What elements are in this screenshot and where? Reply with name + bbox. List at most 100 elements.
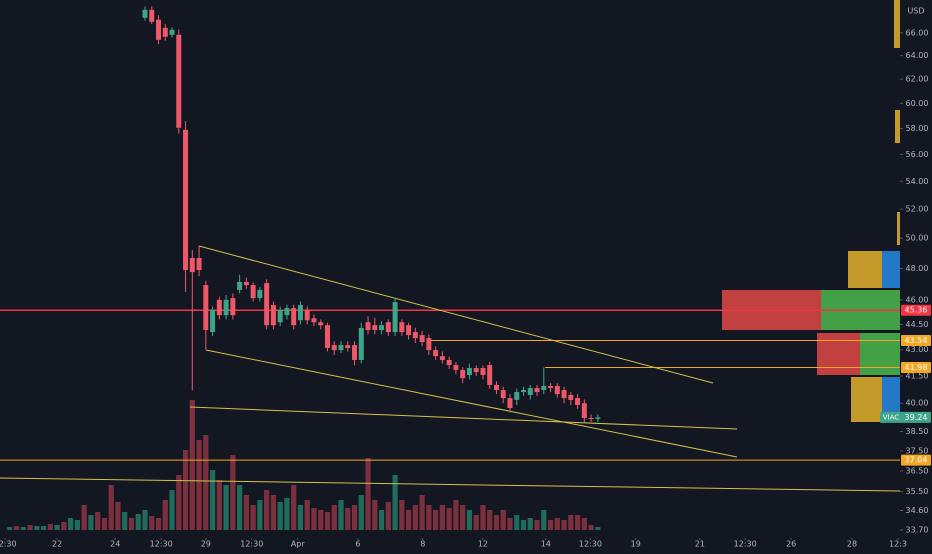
volume-bar — [433, 510, 439, 530]
volume-bar — [405, 510, 412, 530]
volume-bar — [142, 510, 148, 530]
candle-body — [291, 308, 297, 326]
volume-bar — [34, 526, 40, 530]
candle-body — [466, 368, 472, 375]
last-price-label: 39.24 — [905, 413, 928, 422]
candle-body — [183, 129, 189, 271]
candle-body — [433, 350, 439, 357]
x-tick-label: 21 — [695, 540, 705, 549]
candle-body — [473, 368, 479, 373]
x-tick-label: 12:30 — [734, 540, 757, 549]
candle-body — [169, 29, 175, 35]
volume-bar — [20, 527, 26, 530]
volume-bar — [311, 508, 317, 530]
candle-body — [311, 318, 317, 323]
candle-body — [162, 27, 168, 37]
volume-bar — [237, 485, 243, 530]
profile-bar — [897, 212, 900, 245]
candle-body — [446, 359, 452, 366]
y-tick-label: 56.00 — [906, 150, 929, 159]
candles — [142, 6, 601, 422]
trend-line — [0, 477, 901, 492]
volume-bar — [446, 508, 452, 530]
candle-body — [548, 386, 554, 389]
y-tick-label: 41.50 — [906, 372, 929, 381]
candle-body — [257, 289, 263, 299]
candle-body — [156, 19, 162, 40]
candle-body — [406, 325, 412, 336]
x-tick-label: 12:30 — [0, 540, 17, 549]
volume-bar — [27, 525, 33, 530]
volume-bar — [595, 527, 601, 530]
y-tick-label: 48.00 — [906, 264, 929, 273]
volume-bar — [514, 515, 520, 530]
candle-body — [345, 345, 351, 349]
candle-body — [493, 384, 499, 391]
candle-body — [372, 325, 378, 331]
volume-bar — [149, 516, 155, 530]
candle-body — [460, 369, 466, 379]
y-tick-label: 34.60 — [906, 506, 929, 515]
volume-bar — [345, 508, 351, 530]
volume-bar — [480, 505, 486, 530]
candle-body — [284, 308, 290, 316]
candle-body — [419, 335, 425, 343]
candle-body — [581, 403, 587, 418]
candle-body — [331, 345, 337, 351]
x-tick-label: 8 — [420, 540, 425, 549]
candle-body — [541, 386, 547, 391]
volume-bar — [88, 515, 94, 530]
candle-body — [392, 302, 398, 333]
profile-bar — [817, 333, 860, 375]
y-tick-label: 38.50 — [906, 427, 929, 436]
y-tick-label: 37.50 — [906, 446, 929, 455]
symbol-label: VIAC — [883, 413, 900, 421]
x-tick-label: 29 — [201, 540, 211, 549]
price-label: 37.04 — [905, 456, 928, 465]
volume-bar — [399, 500, 405, 530]
x-tick-label: 14 — [541, 540, 551, 549]
candle-body — [318, 322, 324, 326]
volume-bar — [61, 522, 67, 530]
volume-bar — [453, 500, 459, 530]
candle-body — [595, 417, 601, 419]
volume-bar — [473, 515, 479, 530]
x-tick-label: 12 — [478, 540, 488, 549]
volume-bar — [189, 400, 195, 530]
y-tick-label: 60.00 — [906, 99, 929, 108]
volume-bar — [155, 518, 162, 530]
y-tick-label: 40.00 — [906, 399, 929, 408]
candle-body — [230, 298, 236, 316]
volume-bar — [574, 515, 581, 530]
volume-bar — [318, 510, 324, 530]
candle-body — [216, 299, 222, 316]
volume-bar — [581, 518, 587, 530]
volume-bar — [209, 470, 216, 530]
volume-bar — [500, 510, 506, 530]
volume-bar — [378, 510, 385, 530]
volume-bar — [223, 485, 229, 530]
candle-body — [189, 257, 195, 273]
trend-line — [205, 349, 738, 458]
candle-body — [223, 299, 229, 316]
candle-body — [237, 281, 243, 290]
volume-bar — [507, 518, 513, 530]
volume-bar — [270, 495, 277, 530]
volume-bar — [547, 520, 554, 530]
candle-body — [500, 390, 506, 399]
profile-bar — [860, 333, 900, 375]
volume-bar — [365, 458, 371, 530]
volume-bar — [54, 525, 60, 530]
volume-bar — [101, 518, 108, 530]
volume-bar — [541, 510, 547, 530]
y-tick-label: 44.50 — [906, 320, 929, 329]
volume-bar — [81, 505, 87, 530]
volume-bar — [324, 512, 331, 530]
volume-bar — [561, 520, 567, 530]
volume-bar — [426, 505, 432, 530]
price-label: 43.54 — [905, 336, 928, 345]
volume-bar — [331, 505, 337, 530]
candle-body — [514, 392, 520, 400]
candle-body — [507, 398, 513, 409]
candle-body — [365, 322, 371, 331]
